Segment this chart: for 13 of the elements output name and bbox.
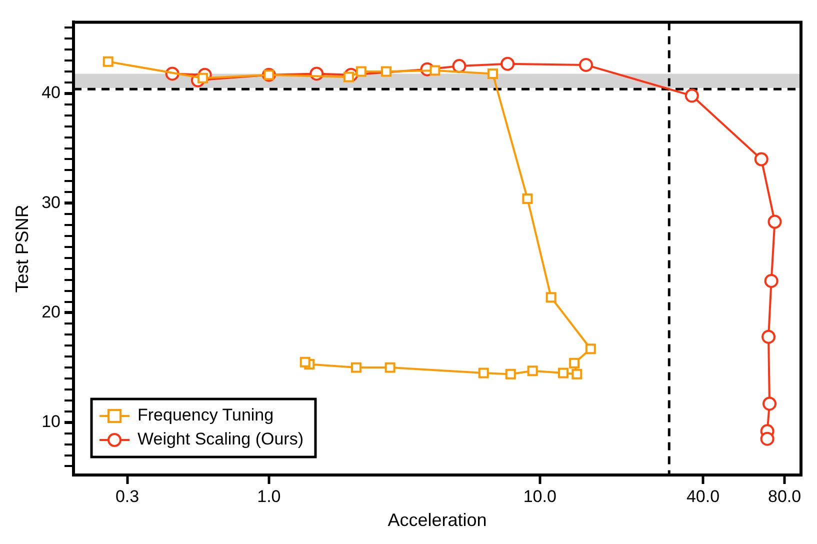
y-tick-label: 10 <box>42 412 61 432</box>
x-axis-title: Acceleration <box>388 510 487 530</box>
x-tick-label: 40.0 <box>686 486 720 506</box>
y-tick-label: 40 <box>42 83 61 102</box>
x-tick-label: 1.0 <box>257 486 281 506</box>
x-tick-label: 80.0 <box>768 486 802 506</box>
legend-label: Weight Scaling (Ours) <box>138 430 304 449</box>
x-tick-label: 10.0 <box>523 486 556 506</box>
y-tick-label: 30 <box>42 192 61 212</box>
y-tick-label: 20 <box>42 302 61 322</box>
legend-label: Frequency Tuning <box>138 406 274 425</box>
y-axis-title: Test PSNR <box>12 204 32 293</box>
x-tick-label: 0.3 <box>115 486 140 506</box>
